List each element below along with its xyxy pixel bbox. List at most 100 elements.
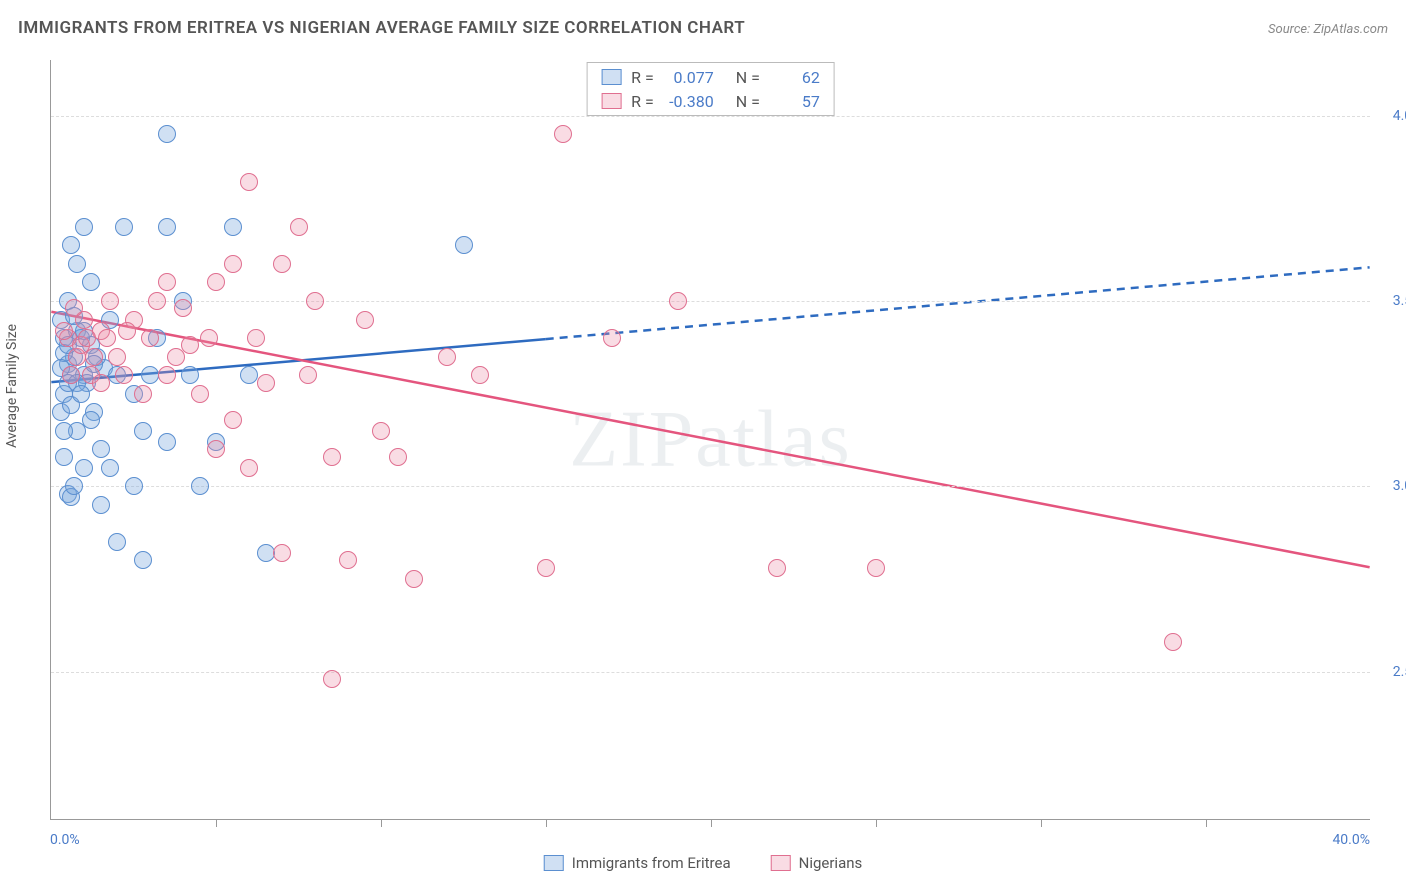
data-point-nigerians [323,448,341,466]
stat-legend: R =0.077N =62R =-0.380N =57 [586,62,835,116]
data-point-eritrea [191,477,209,495]
legend-item-eritrea: Immigrants from Eritrea [544,854,731,872]
data-point-nigerians [323,670,341,688]
data-point-nigerians [207,440,225,458]
data-point-eritrea [72,385,90,403]
chart-title: IMMIGRANTS FROM ERITREA VS NIGERIAN AVER… [18,18,745,38]
x-tick [876,819,877,827]
x-tick [1041,819,1042,827]
gridline-h [51,301,1370,302]
data-point-nigerians [141,329,159,347]
data-point-nigerians [98,329,116,347]
data-point-nigerians [405,570,423,588]
bottom-legend: Immigrants from Eritrea Nigerians [544,854,863,872]
data-point-nigerians [118,322,136,340]
data-point-nigerians [134,385,152,403]
data-point-eritrea [55,422,73,440]
data-point-nigerians [471,366,489,384]
data-point-eritrea [257,544,275,562]
data-point-nigerians [240,459,258,477]
stat-legend-row-eritrea: R = 0.077 N = 62 [587,65,834,89]
data-point-nigerians [108,348,126,366]
data-point-nigerians [174,299,192,317]
plot-area: ZIPatlas R =0.077N =62R =-0.380N =57 2.5… [50,60,1370,820]
data-point-nigerians [603,329,621,347]
data-point-nigerians [247,329,265,347]
n-label: N = [736,68,760,87]
x-tick [546,819,547,827]
r-label: R = [631,68,654,87]
x-tick [711,819,712,827]
data-point-nigerians [55,322,73,340]
data-point-nigerians [62,366,80,384]
data-point-eritrea [82,411,100,429]
n-label: N = [736,92,760,111]
swatch-eritrea [544,855,564,871]
data-point-eritrea [115,218,133,236]
data-point-nigerians [240,173,258,191]
n-value-eritrea: 62 [770,68,820,87]
data-point-nigerians [438,348,456,366]
data-point-eritrea [141,366,159,384]
data-point-nigerians [339,551,357,569]
data-point-nigerians [299,366,317,384]
data-point-nigerians [85,348,103,366]
data-point-eritrea [75,218,93,236]
data-point-nigerians [669,292,687,310]
data-point-eritrea [181,366,199,384]
r-value-eritrea: 0.077 [664,68,714,87]
data-point-nigerians [554,125,572,143]
data-point-nigerians [207,273,225,291]
data-point-nigerians [537,559,555,577]
data-point-nigerians [273,544,291,562]
data-point-eritrea [455,236,473,254]
data-point-nigerians [306,292,324,310]
gridline-h [51,672,1370,673]
y-tick-label: 4.00 [1375,108,1406,124]
swatch-nigerians [771,855,791,871]
y-tick-label: 3.00 [1375,478,1406,494]
data-point-eritrea [134,422,152,440]
data-point-nigerians [158,366,176,384]
data-point-nigerians [92,374,110,392]
trend-line-nigerians [51,312,1369,567]
legend-item-nigerians: Nigerians [771,854,863,872]
stat-legend-row-nigerians: R =-0.380N =57 [587,89,834,113]
data-point-nigerians [356,311,374,329]
data-point-nigerians [200,329,218,347]
data-point-nigerians [290,218,308,236]
data-point-nigerians [191,385,209,403]
data-point-nigerians [65,299,83,317]
data-point-eritrea [224,218,242,236]
data-point-eritrea [75,459,93,477]
data-point-nigerians [101,292,119,310]
data-point-nigerians [224,411,242,429]
data-point-eritrea [65,477,83,495]
x-tick [1206,819,1207,827]
data-point-eritrea [108,533,126,551]
data-point-eritrea [68,255,86,273]
r-label: R = [631,92,654,111]
x-axis-max-label: 40.0% [1332,832,1370,848]
data-point-eritrea [240,366,258,384]
data-point-nigerians [768,559,786,577]
x-tick [381,819,382,827]
data-point-nigerians [389,448,407,466]
y-axis-label: Average Family Size [4,324,20,448]
data-point-nigerians [78,329,96,347]
data-point-eritrea [55,448,73,466]
data-point-eritrea [158,218,176,236]
y-tick-label: 3.50 [1375,293,1406,309]
data-point-eritrea [92,496,110,514]
n-value-nigerians: 57 [770,92,820,111]
data-point-eritrea [101,459,119,477]
data-point-eritrea [62,236,80,254]
legend-label-eritrea: Immigrants from Eritrea [572,854,731,872]
data-point-nigerians [257,374,275,392]
data-point-nigerians [158,273,176,291]
data-point-nigerians [867,559,885,577]
x-axis-min-label: 0.0% [50,832,80,848]
data-point-nigerians [1164,633,1182,651]
source-attribution: Source: ZipAtlas.com [1268,22,1388,37]
swatch-nigerians [601,93,621,109]
